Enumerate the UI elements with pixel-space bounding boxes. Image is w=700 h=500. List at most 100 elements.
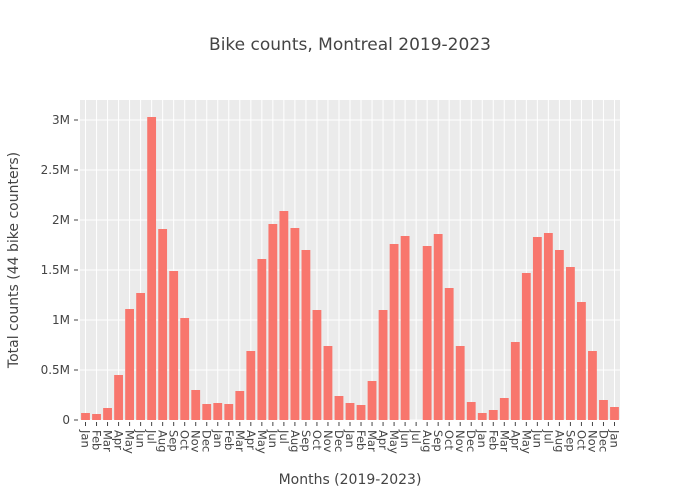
bar[interactable]: [290, 228, 300, 420]
x-tick-label: Apr: [508, 430, 522, 450]
bar[interactable]: [400, 236, 410, 420]
bar[interactable]: [81, 413, 90, 420]
bar[interactable]: [169, 271, 179, 420]
x-tick-label: Mar: [233, 430, 247, 452]
bar[interactable]: [103, 408, 112, 420]
x-tick-label: Feb: [90, 430, 104, 450]
bar[interactable]: [213, 403, 223, 420]
x-axis: JanFebMarAprMayJunJulAugSepOctNovDecJanF…: [79, 422, 621, 454]
bar[interactable]: [422, 246, 432, 420]
bar[interactable]: [444, 288, 454, 420]
bar[interactable]: [301, 250, 311, 420]
x-tick-label: Feb: [222, 430, 236, 450]
bar[interactable]: [235, 391, 245, 420]
x-tick-label: Jan: [607, 429, 621, 448]
x-tick-label: Mar: [497, 430, 511, 452]
x-tick-label: Apr: [244, 430, 258, 450]
x-tick-label: Jul: [409, 429, 423, 444]
bar[interactable]: [532, 237, 542, 420]
bar[interactable]: [246, 351, 256, 420]
x-tick-label: Sep: [563, 430, 577, 452]
bar[interactable]: [466, 402, 476, 420]
bar[interactable]: [224, 404, 234, 420]
x-tick-label: May: [519, 430, 533, 454]
bar[interactable]: [356, 405, 366, 420]
bar[interactable]: [521, 273, 531, 420]
y-tick-label: 0: [62, 413, 70, 427]
bar[interactable]: [323, 346, 333, 420]
x-tick-label: Jun: [266, 429, 280, 448]
x-tick-label: Nov: [321, 430, 335, 453]
bar[interactable]: [378, 310, 388, 420]
x-tick-label: Jan: [211, 429, 225, 448]
x-tick-label: Dec: [596, 430, 610, 452]
x-tick-label: May: [123, 430, 137, 454]
x-tick-label: Sep: [299, 430, 313, 452]
x-tick-label: Jan: [79, 429, 93, 448]
bar[interactable]: [610, 407, 619, 420]
x-tick-label: Jul: [145, 429, 159, 444]
bar[interactable]: [202, 404, 212, 420]
y-tick-label: 1.5M: [41, 263, 70, 277]
bar[interactable]: [345, 403, 355, 420]
x-tick-label: Jan: [475, 429, 489, 448]
y-axis: 0 0.5M 1M 1.5M 2M 2.5M 3M: [41, 113, 78, 427]
bar[interactable]: [136, 293, 146, 420]
x-tick-label: Jul: [541, 429, 555, 444]
x-axis-title: Months (2019-2023): [279, 472, 422, 488]
bar[interactable]: [312, 310, 322, 420]
x-tick-label: Nov: [189, 430, 203, 453]
x-tick-label: Mar: [365, 430, 379, 452]
x-tick-label: Nov: [453, 430, 467, 453]
bar[interactable]: [158, 229, 168, 420]
bar[interactable]: [543, 233, 553, 420]
x-tick-label: Jan: [343, 429, 357, 448]
bar[interactable]: [488, 410, 498, 420]
bar[interactable]: [147, 117, 157, 420]
y-tick-label: 2.5M: [41, 163, 70, 177]
x-tick-label: Mar: [101, 430, 115, 452]
y-axis-title: Total counts (44 bike counters): [6, 152, 22, 369]
bar[interactable]: [566, 267, 575, 420]
bar[interactable]: [455, 346, 465, 420]
bar[interactable]: [92, 414, 101, 420]
y-tick-label: 1M: [52, 313, 70, 327]
x-tick-label: Oct: [442, 430, 456, 450]
bar[interactable]: [367, 381, 377, 420]
x-tick-label: Aug: [156, 430, 170, 452]
x-tick-label: Oct: [310, 430, 324, 450]
x-tick-label: Jun: [134, 429, 148, 448]
bar[interactable]: [477, 413, 487, 420]
y-tick-label: 3M: [52, 113, 70, 127]
x-tick-label: Aug: [552, 430, 566, 452]
bar[interactable]: [114, 375, 123, 420]
x-tick-label: Aug: [288, 430, 302, 452]
x-tick-label: Nov: [585, 430, 599, 453]
x-tick-label: Apr: [112, 430, 126, 450]
bar[interactable]: [257, 259, 267, 420]
bar[interactable]: [268, 224, 278, 420]
x-tick-label: Dec: [332, 430, 346, 452]
bar[interactable]: [125, 309, 134, 420]
x-tick-label: Oct: [178, 430, 192, 450]
y-tick-label: 0.5M: [41, 363, 70, 377]
bar[interactable]: [599, 400, 608, 420]
bar[interactable]: [588, 351, 597, 420]
x-tick-label: Jul: [277, 429, 291, 444]
bar[interactable]: [499, 398, 509, 420]
x-tick-label: May: [387, 430, 401, 454]
bar[interactable]: [191, 390, 201, 420]
bar[interactable]: [180, 318, 190, 420]
bar[interactable]: [554, 250, 564, 420]
bar[interactable]: [510, 342, 520, 420]
bar[interactable]: [334, 396, 344, 420]
chart-title: Bike counts, Montreal 2019-2023: [209, 35, 491, 55]
bar[interactable]: [577, 302, 586, 420]
x-tick-label: Apr: [376, 430, 390, 450]
bar[interactable]: [433, 234, 443, 420]
x-tick-label: May: [255, 430, 269, 454]
bar[interactable]: [279, 211, 289, 420]
bar[interactable]: [389, 244, 399, 420]
x-tick-label: Aug: [420, 430, 434, 452]
